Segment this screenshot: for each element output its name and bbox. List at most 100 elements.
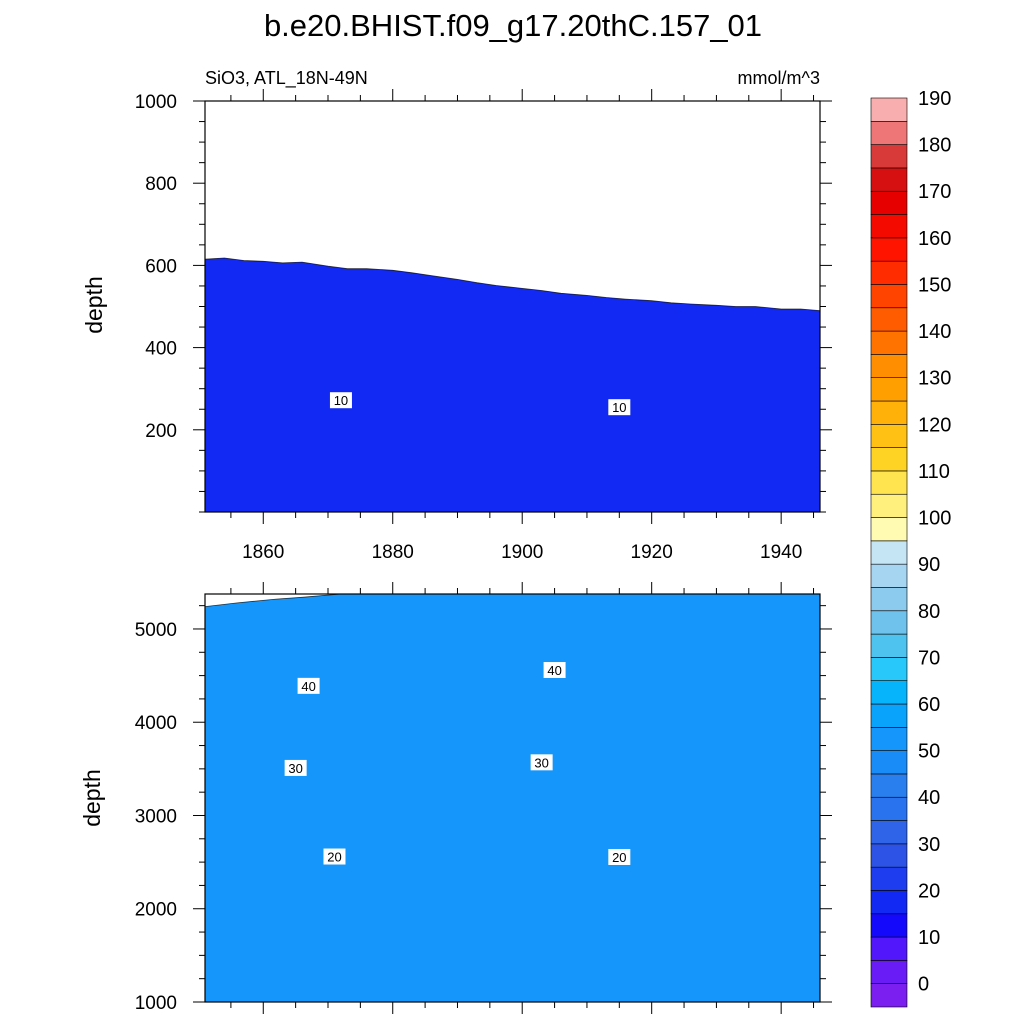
colorbar-swatch [870, 447, 908, 472]
colorbar-swatch [870, 260, 908, 285]
colorbar-tick-label: 110 [918, 461, 950, 483]
colorbar-swatch [870, 144, 908, 169]
colorbar-swatch [870, 657, 908, 681]
colorbar-tick-label: 80 [918, 601, 940, 623]
colorbar-tick-label: 160 [918, 228, 951, 250]
colorbar: 0 10 20 30 40 50 60 70 80 90 100 110 120 130 140 150 160… [870, 88, 951, 1008]
contour-line-15 [205, 257, 820, 311]
colorbar-tick-label: 130 [918, 368, 951, 390]
colorbar-swatch [870, 214, 908, 239]
colorbar-swatch [870, 284, 908, 309]
colorbar-tick-label: 100 [918, 508, 951, 530]
contour-label: 30 [288, 761, 302, 776]
colorbar-swatch [870, 400, 908, 425]
plot-frame [204, 593, 821, 1003]
y-tick-label: 3000 [135, 806, 177, 827]
variable-region-subtitle: SiO3, ATL_18N-49N [205, 68, 368, 89]
colorbar-swatch [870, 820, 908, 845]
colorbar-tick-label: 120 [918, 414, 951, 436]
colorbar-tick-label: 140 [918, 321, 951, 343]
colorbar-swatch [870, 936, 908, 961]
colorbar-swatch [870, 750, 908, 775]
colorbar-swatch [870, 121, 908, 145]
colorbar-swatch [870, 470, 908, 495]
contour-label-box [608, 848, 631, 865]
colorbar-swatch [870, 843, 908, 868]
contour-label-box [297, 677, 320, 694]
colorbar-swatch [870, 773, 908, 798]
colorbar-swatch [870, 796, 908, 821]
colorbar-swatch [870, 330, 908, 355]
colorbar-tick-label: 150 [918, 274, 951, 296]
colorbar-swatch [870, 960, 908, 984]
y-tick-label: 200 [145, 421, 177, 442]
deep-ocean-panel: 1000 2000 3000 4000 5000 depth 20 20 30 30 40 40 [79, 582, 832, 1014]
x-tick-label: 1920 [631, 542, 673, 563]
contour-label: 10 [612, 400, 626, 415]
y-axis-label: depth [81, 276, 107, 334]
contour-label: 10 [334, 393, 348, 408]
colorbar-swatch [870, 890, 908, 915]
colorbar-swatch [870, 190, 908, 215]
colorbar-swatch [870, 633, 908, 658]
contour-label-box [329, 392, 352, 409]
units-subtitle: mmol/m^3 [738, 68, 820, 88]
contour-label: 20 [612, 850, 626, 865]
colorbar-swatch [870, 377, 908, 402]
x-tick-label: 1860 [242, 542, 284, 563]
contour-line-50 [205, 594, 820, 607]
figure-title: b.e20.BHIST.f09_g17.20thC.157_01 [264, 8, 762, 43]
colorbar-swatch [870, 237, 908, 262]
colorbar-swatch [870, 167, 908, 192]
colorbar-tick-label: 180 [918, 135, 951, 157]
colorbar-tick-label: 170 [918, 181, 951, 203]
y-tick-label: 400 [145, 339, 177, 360]
contour-label: 40 [301, 679, 315, 694]
colorbar-swatch [870, 307, 908, 332]
y-tick-label: 4000 [135, 713, 177, 734]
y-axis-label: depth [79, 769, 105, 827]
x-tick-label: 1940 [760, 542, 802, 563]
contour-band-50 [205, 594, 820, 1002]
colorbar-swatch [870, 703, 908, 728]
y-tick-label: 800 [145, 174, 177, 195]
contour-band-15 [205, 258, 820, 512]
colorbar-tick-label: 190 [918, 88, 951, 110]
colorbar-swatch [870, 587, 908, 612]
colorbar-tick-label: 50 [918, 741, 940, 763]
y-tick-label: 1000 [135, 993, 177, 1014]
y-tick-label: 2000 [135, 900, 177, 921]
colorbar-tick-label: 10 [918, 927, 940, 949]
colorbar-swatch [870, 493, 908, 518]
colorbar-tick-label: 70 [918, 647, 940, 669]
colorbar-tick-label: 20 [918, 880, 940, 902]
y-tick-label: 600 [145, 256, 177, 277]
colorbar-swatch [870, 727, 908, 751]
colorbar-tick-label: 40 [918, 787, 940, 809]
colorbar-swatch [870, 866, 908, 891]
y-tick-label: 5000 [135, 620, 177, 641]
x-tick-label: 1900 [501, 542, 543, 563]
contour-label: 40 [547, 663, 561, 678]
colorbar-swatch [870, 563, 908, 588]
colorbar-tick-label: 90 [918, 554, 940, 576]
colorbar-swatch [870, 517, 908, 542]
contour-label-box [284, 759, 307, 776]
colorbar-swatch [870, 540, 908, 565]
colorbar-swatch [870, 610, 908, 635]
colorbar-swatch [870, 97, 908, 122]
x-tick-label: 1880 [372, 542, 414, 563]
colorbar-tick-label: 60 [918, 694, 940, 716]
contour-label-box [530, 754, 553, 771]
contour-label-box [608, 399, 631, 416]
contour-label-box [323, 848, 346, 865]
contour-label: 30 [534, 755, 548, 770]
colorbar-swatch [870, 424, 908, 448]
contour-label: 20 [327, 850, 341, 865]
colorbar-tick-label: 30 [918, 834, 940, 856]
colorbar-swatch [870, 913, 908, 938]
y-tick-label: 1000 [135, 92, 177, 113]
colorbar-swatch [870, 354, 908, 378]
colorbar-swatch [870, 680, 908, 705]
